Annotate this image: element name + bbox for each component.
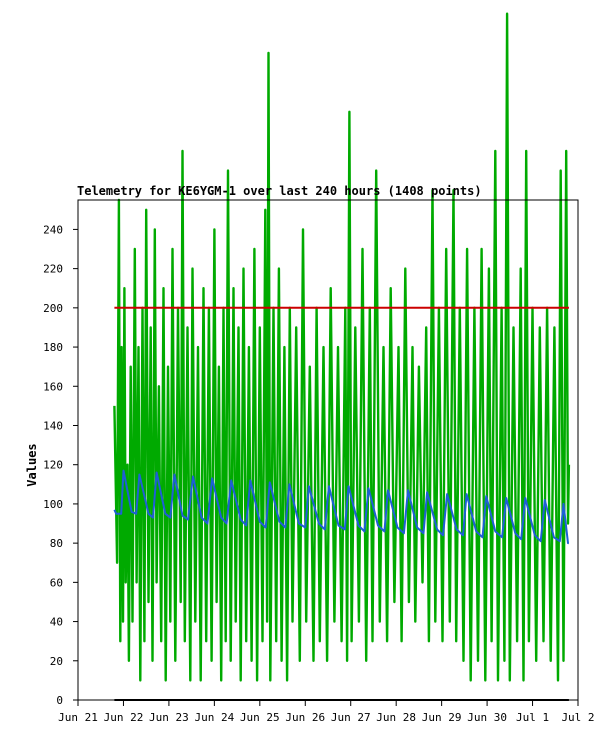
y-tick-label: 240 — [43, 223, 63, 236]
x-tick-label: Jun 23 — [149, 711, 189, 724]
x-tick-label: Jun 25 — [240, 711, 280, 724]
y-tick-label: 100 — [43, 498, 63, 511]
x-tick-label: Jun 28 — [376, 711, 416, 724]
plot-series — [113, 12, 571, 701]
x-tick-label: Jun 30 — [467, 711, 507, 724]
y-tick-label: 60 — [50, 576, 63, 589]
y-tick-label: 40 — [50, 616, 63, 629]
x-tick-label: Jul 1 — [516, 711, 549, 724]
x-tick-label: Jun 24 — [194, 711, 234, 724]
y-tick-label: 20 — [50, 655, 63, 668]
y-tick-label: 140 — [43, 419, 63, 432]
series-line-0 — [113, 12, 571, 682]
x-tick-label: Jun 27 — [331, 711, 371, 724]
y-tick-label: 200 — [43, 302, 63, 315]
y-tick-label: 160 — [43, 380, 63, 393]
chart-title: Telemetry for KE6YGM-1 over last 240 hou… — [77, 184, 482, 198]
y-axis: 0 20 40 60 80 100 120 140 160 180 200 220 240 — [43, 223, 78, 707]
plot-frame — [77, 199, 579, 701]
x-tick-label: Jul 2 — [561, 711, 594, 724]
y-tick-label: 80 — [50, 537, 63, 550]
y-tick-label: 180 — [43, 341, 63, 354]
x-tick-label: Jun 29 — [422, 711, 462, 724]
x-tick-label: Jun 21 — [58, 711, 98, 724]
x-axis: Jun 21 Jun 22 Jun 23 Jun 24 Jun 25 Jun 26 Jun … — [58, 700, 595, 724]
series-line-1 — [113, 469, 569, 545]
y-tick-label: 220 — [43, 263, 63, 276]
x-tick-label: Jun 22 — [104, 711, 144, 724]
y-tick-label: 120 — [43, 459, 63, 472]
y-axis-title: Values — [25, 443, 39, 486]
y-tick-label: 0 — [56, 694, 63, 707]
x-tick-label: Jun 26 — [285, 711, 325, 724]
